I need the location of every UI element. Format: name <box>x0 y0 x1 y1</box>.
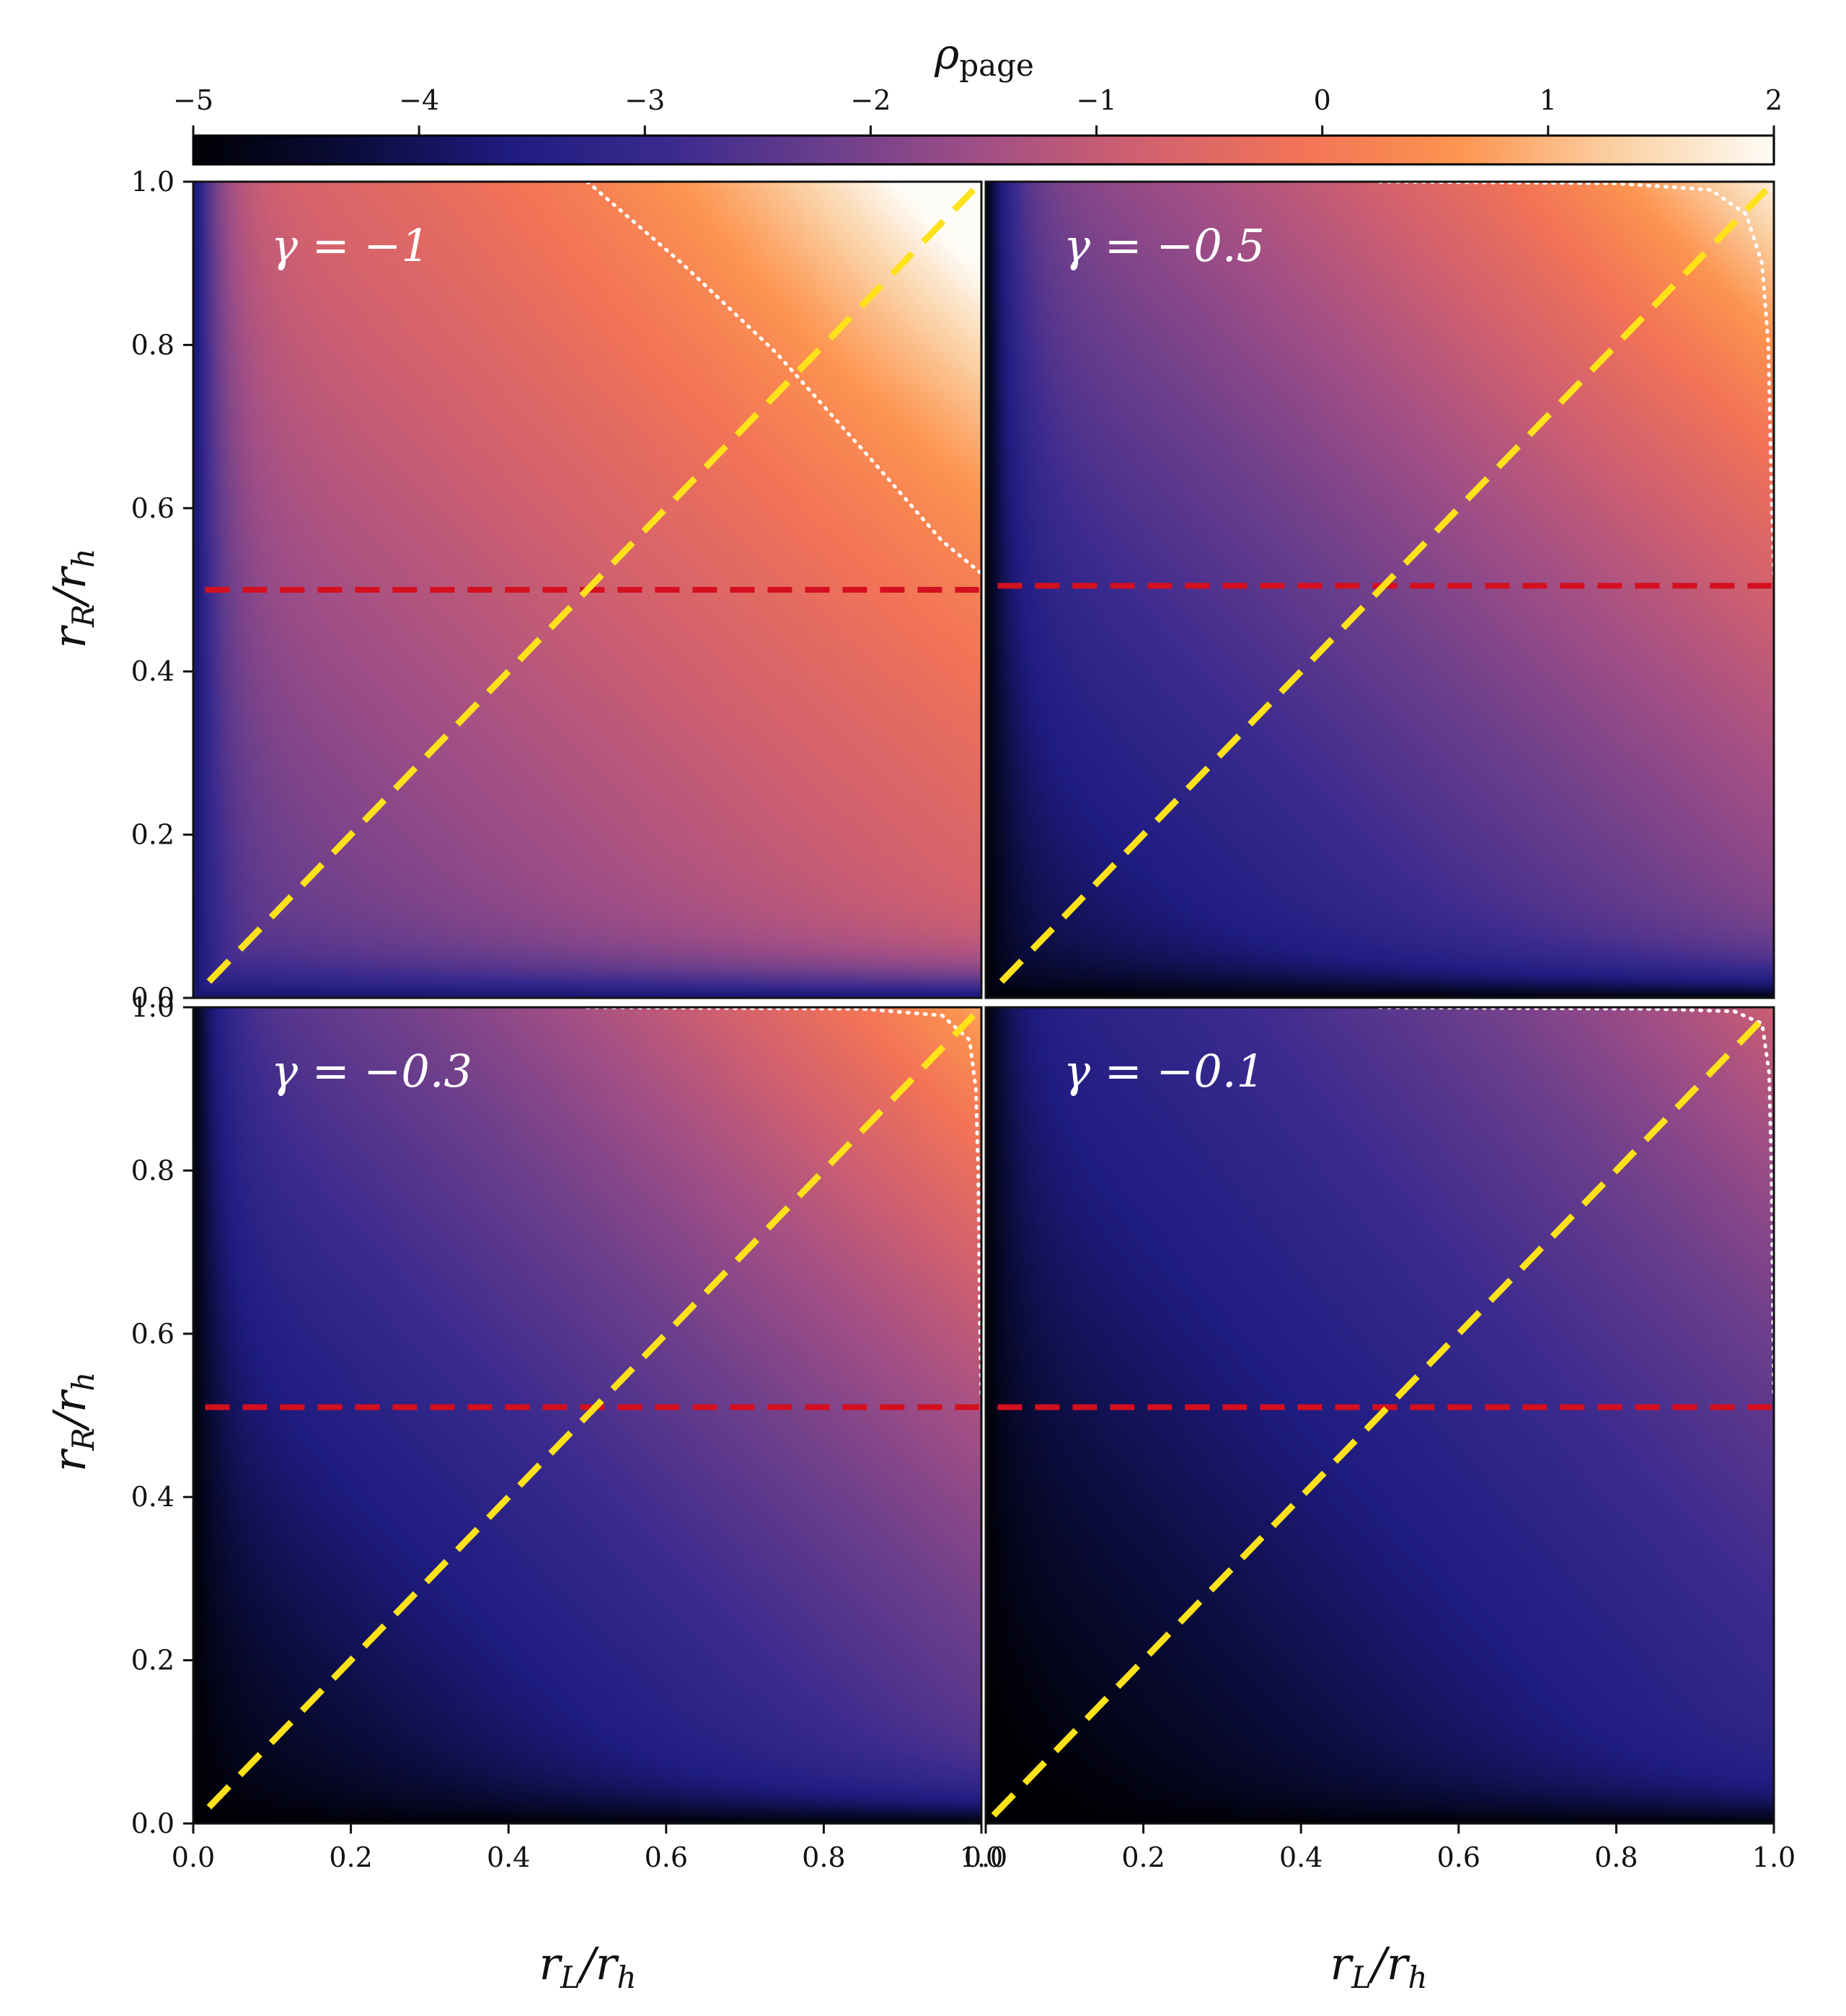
diagonal-dashed-line <box>206 1013 976 1810</box>
svg-text:rR/rh: rR/rh <box>43 1372 101 1472</box>
x-tick-label: 0.8 <box>1594 1842 1638 1873</box>
x-tick-label: 0.2 <box>329 1842 372 1873</box>
colorbar-tick-label: −3 <box>624 84 665 116</box>
x-tick-label: 0.0 <box>964 1842 1007 1873</box>
svg-text:rR/rh: rR/rh <box>43 549 101 649</box>
panel-frame <box>192 180 983 999</box>
y-tick-label: 0.0 <box>131 982 175 1014</box>
heatmap-panel: γ = −0.1 0.0 0.2 0.4 0.6 0.8 1.0 <box>964 1006 1796 1873</box>
colorbar-title: ρpage <box>934 30 1034 83</box>
contour-line <box>586 1007 981 1401</box>
colorbar-tick-label: 2 <box>1765 84 1783 116</box>
x-tick-label: 0.0 <box>172 1842 215 1873</box>
y-tick-label: 1.0 <box>131 166 175 198</box>
panels: γ = −1 0.0 0.2 0.4 0.6 0.8 1.0 γ = −0.5 γ = −0.3… <box>131 166 1796 1873</box>
contour-line <box>586 182 981 575</box>
panel-frame <box>984 1006 1775 1825</box>
diagonal-dashed-line <box>206 187 976 984</box>
y-tick-label: 1.0 <box>131 991 175 1023</box>
x-tick-label: 0.6 <box>1437 1842 1480 1873</box>
colorbar-tick-label: 1 <box>1540 84 1557 116</box>
gamma-label: γ = −0.3 <box>271 1045 472 1097</box>
colorbar-tick-label: −1 <box>1077 84 1117 116</box>
heatmap-panel: γ = −0.30.00.20.40.60.81.00.0 0.2 0.4 0.6 0.… <box>131 991 1004 1873</box>
gamma-label: γ = −0.1 <box>1064 1045 1265 1097</box>
colorbar-gradient <box>192 134 1775 166</box>
x-tick-label: 1.0 <box>960 1842 1003 1873</box>
diagonal-dashed-line <box>991 1013 1769 1818</box>
colorbar-tick-label: 0 <box>1314 84 1331 116</box>
x-tick-label: 0.6 <box>645 1842 688 1873</box>
x-tick-label: 1.0 <box>1752 1842 1796 1873</box>
y-tick-label: 0.6 <box>131 492 175 524</box>
y-tick-label: 0.2 <box>131 1645 175 1676</box>
y-axis-title-top: rR/rh <box>43 549 101 649</box>
y-tick-label: 0.0 <box>131 1808 175 1839</box>
gamma-label: γ = −1 <box>271 219 430 272</box>
x-tick-label: 0.4 <box>1279 1842 1322 1873</box>
y-tick-label: 0.4 <box>131 655 175 687</box>
y-tick-label: 0.6 <box>131 1318 175 1350</box>
colorbar-tick-label: −5 <box>173 84 213 116</box>
gamma-label: γ = −0.5 <box>1064 219 1265 272</box>
x-tick-label: 0.2 <box>1121 1842 1165 1873</box>
y-tick-label: 0.4 <box>131 1481 175 1513</box>
contour-line <box>1378 182 1774 575</box>
x-tick-label: 0.8 <box>802 1842 845 1873</box>
panel-frame <box>192 1006 983 1825</box>
heatmap-panel: γ = −0.5 <box>984 180 1775 999</box>
diagonal-dashed-line <box>999 187 1769 984</box>
colorbar: ρpage −5 −4 −3 −2 −1 0 1 2 <box>173 30 1783 166</box>
y-axis-title-bottom: rR/rh <box>43 1372 101 1472</box>
x-tick-label: 0.4 <box>487 1842 530 1873</box>
colorbar-tick-label: −4 <box>399 84 439 116</box>
contour-line <box>1378 1007 1774 1401</box>
panel-frame <box>984 180 1775 999</box>
y-tick-label: 0.8 <box>131 1154 175 1186</box>
x-axis-title-right: rL/rh <box>1330 1937 1427 1995</box>
y-tick-label: 0.8 <box>131 329 175 361</box>
colorbar-tick-label: −2 <box>850 84 891 116</box>
heatmap-panel: γ = −1 0.0 0.2 0.4 0.6 0.8 1.0 <box>131 166 983 1014</box>
x-axis-title-left: rL/rh <box>539 1937 636 1995</box>
colorbar-ticks: −5 −4 −3 −2 −1 0 1 2 <box>173 84 1783 136</box>
y-tick-label: 0.2 <box>131 819 175 851</box>
